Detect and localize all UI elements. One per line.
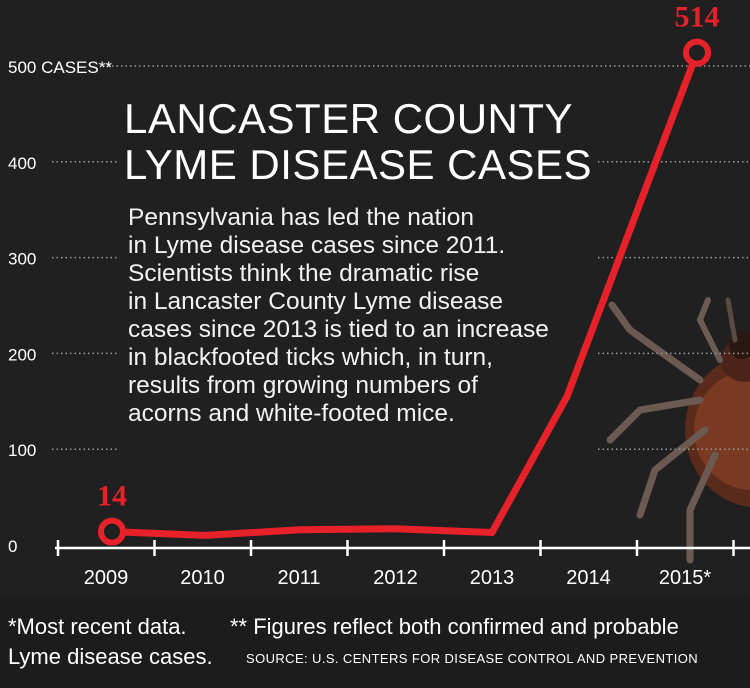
data-label: 14 <box>97 480 127 513</box>
x-tick-label: 2009 <box>84 567 129 589</box>
grid-lines <box>52 65 750 450</box>
source-credit: SOURCE: U.S. CENTERS FOR DISEASE CONTROL… <box>246 651 699 666</box>
x-tick-label: 2012 <box>373 567 418 589</box>
point-marker <box>683 38 711 67</box>
x-tick-label: 2013 <box>470 567 515 589</box>
tick-illustration-icon <box>606 297 750 564</box>
y-tick-label: 300 <box>8 250 36 269</box>
footnote-figures: ** Figures reflect both confirmed and pr… <box>230 614 679 639</box>
x-tick-label: 2010 <box>180 567 225 589</box>
y-tick-label: 400 <box>8 154 36 173</box>
x-axis: 2009 2010 2011 2012 2013 2014 2015* <box>55 540 750 589</box>
description-line: Scientists think the dramatic rise <box>128 260 480 287</box>
description-line: Pennsylvania has led the nation <box>128 204 474 231</box>
description-line: cases since 2013 is tied to an increase <box>128 316 549 343</box>
y-tick-label: 200 <box>8 345 36 364</box>
description-line: in blackfooted ticks which, in turn, <box>128 344 493 371</box>
chart-description: Pennsylvania has led the nation in Lyme … <box>128 204 598 428</box>
footnote-lyme-cases: Lyme disease cases. <box>8 644 213 669</box>
description-line: in Lyme disease cases since 2011. <box>128 232 506 259</box>
y-tick-label: 500 CASES** <box>8 58 112 77</box>
x-tick-label: 2015* <box>659 567 711 589</box>
annotations: 14 514 <box>97 1 720 546</box>
chart-title: LANCASTER COUNTY LYME DISEASE CASES <box>124 96 594 188</box>
x-tick-label: 2014 <box>566 567 611 589</box>
x-tick-label: 2011 <box>277 567 320 589</box>
y-tick-label: 0 <box>8 537 17 556</box>
data-label: 514 <box>675 1 720 34</box>
series-line <box>108 49 701 539</box>
point-marker <box>98 517 126 546</box>
y-tick-label: 100 <box>8 441 36 460</box>
chart-panel <box>0 0 750 596</box>
description-line: results from growing numbers of <box>128 372 478 399</box>
chart-title-line-1: LANCASTER COUNTY LYME DISEASE CASES <box>124 95 593 188</box>
description-line: acorns and white-footed mice. <box>128 400 455 427</box>
y-axis: 0 100 200 300 400 500 CASES** <box>8 58 112 556</box>
footnote-most-recent: *Most recent data. <box>8 614 187 639</box>
series-path <box>108 49 701 539</box>
line-chart: 0 100 200 300 400 500 CASES** 2009 2010 2011 201… <box>8 1 750 589</box>
description-line: in Lancaster County Lyme disease <box>128 288 503 315</box>
